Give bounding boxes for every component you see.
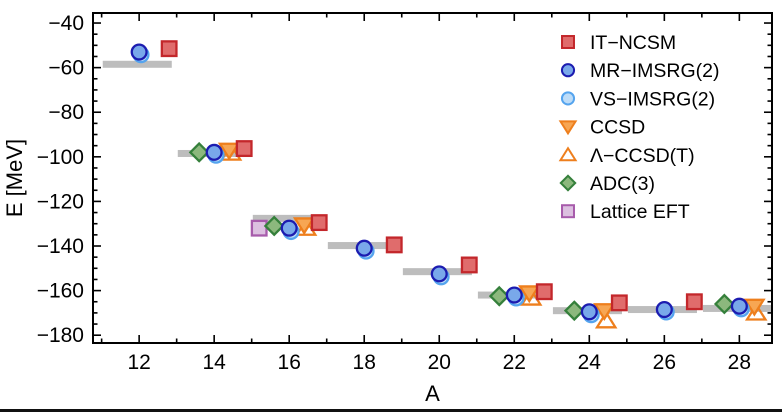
data-marker [743, 298, 766, 317]
data-marker [292, 217, 316, 236]
legend-item: MR−IMSRG(2) [560, 60, 719, 82]
legend-label: ADC(3) [590, 173, 655, 195]
plot-frame [92, 12, 773, 344]
data-marker [460, 256, 478, 274]
y-axis-tick-label: −80 [48, 101, 84, 124]
x-axis-tick-label: 24 [578, 351, 602, 374]
legend-label: Λ−CCSD(T) [590, 145, 695, 167]
data-marker [560, 63, 576, 78]
legend-item: IT−NCSM [561, 32, 676, 54]
data-marker [655, 301, 673, 319]
y-axis-tick-label: −180 [37, 324, 84, 347]
data-marker [217, 142, 241, 161]
data-marker [594, 310, 618, 329]
data-marker [561, 204, 575, 219]
experiment-bar [102, 60, 172, 68]
data-marker [385, 236, 403, 254]
series-MR−IMSRG(2) [130, 43, 748, 321]
x-axis-tick-label: 18 [353, 351, 376, 374]
x-axis-tick-label: 28 [728, 351, 751, 374]
data-marker [593, 303, 616, 322]
data-marker [580, 303, 598, 321]
data-marker [130, 43, 148, 61]
data-marker [713, 293, 735, 315]
data-marker [559, 174, 577, 192]
y-axis-label: E [MeV] [2, 139, 27, 217]
data-marker [488, 285, 510, 307]
series-CCSD [217, 142, 766, 322]
data-marker [561, 35, 575, 49]
x-axis-tick-label: 20 [428, 351, 451, 374]
x-axis-label: A [425, 381, 440, 406]
x-axis-tick-label: 12 [127, 351, 150, 374]
y-axis-tick-label: −160 [37, 280, 84, 303]
data-marker [263, 215, 285, 237]
data-marker [563, 300, 585, 322]
data-marker [535, 283, 553, 301]
series-ADC(3) [188, 141, 735, 322]
legend-item: CCSD [558, 117, 645, 139]
y-axis-tick-label: −100 [37, 146, 84, 169]
data-marker [730, 297, 748, 315]
legend-label: IT−NCSM [590, 32, 676, 54]
experiment-bar [252, 214, 322, 222]
y-axis-tick-label: −60 [48, 57, 84, 80]
x-axis-tick-label: 26 [653, 351, 676, 374]
data-marker [250, 219, 268, 237]
data-marker [235, 140, 253, 158]
y-axis-tick-label: −40 [48, 12, 84, 35]
y-axis-tick-label: −120 [37, 190, 84, 213]
data-marker [558, 146, 578, 162]
legend-label: CCSD [590, 117, 645, 139]
data-marker [355, 239, 373, 257]
data-marker [205, 143, 223, 161]
data-marker [560, 91, 576, 106]
series-Lattice EFT [250, 219, 268, 237]
series-IT−NCSM [160, 40, 703, 312]
data-marker [160, 40, 178, 58]
y-axis-tick-label: −140 [37, 235, 84, 258]
legend-item: Lattice EFT [561, 201, 690, 223]
data-marker [518, 285, 541, 304]
data-marker [505, 286, 523, 304]
x-axis-tick-label: 14 [202, 351, 226, 374]
x-axis-tick-label: 22 [503, 351, 526, 374]
legend-label: Lattice EFT [590, 201, 690, 223]
legend-item: VS−IMSRG(2) [560, 88, 715, 110]
data-marker [280, 219, 298, 237]
data-marker [558, 120, 578, 136]
axis-ticks [93, 13, 772, 343]
data-marker [685, 293, 703, 311]
legend: IT−NCSM MR−IMSRG(2) VS−IMSRG(2) CCSD Λ−CCSD(… [558, 32, 719, 223]
bottom-rule [0, 409, 782, 412]
legend-item: ADC(3) [559, 173, 655, 195]
x-axis-tick-label: 16 [278, 351, 301, 374]
data-marker [310, 214, 328, 232]
data-marker [430, 265, 448, 283]
legend-label: MR−IMSRG(2) [590, 60, 719, 82]
legend-label: VS−IMSRG(2) [590, 88, 715, 110]
legend-item: Λ−CCSD(T) [558, 145, 695, 167]
data-marker [610, 294, 628, 312]
data-marker [188, 141, 210, 163]
